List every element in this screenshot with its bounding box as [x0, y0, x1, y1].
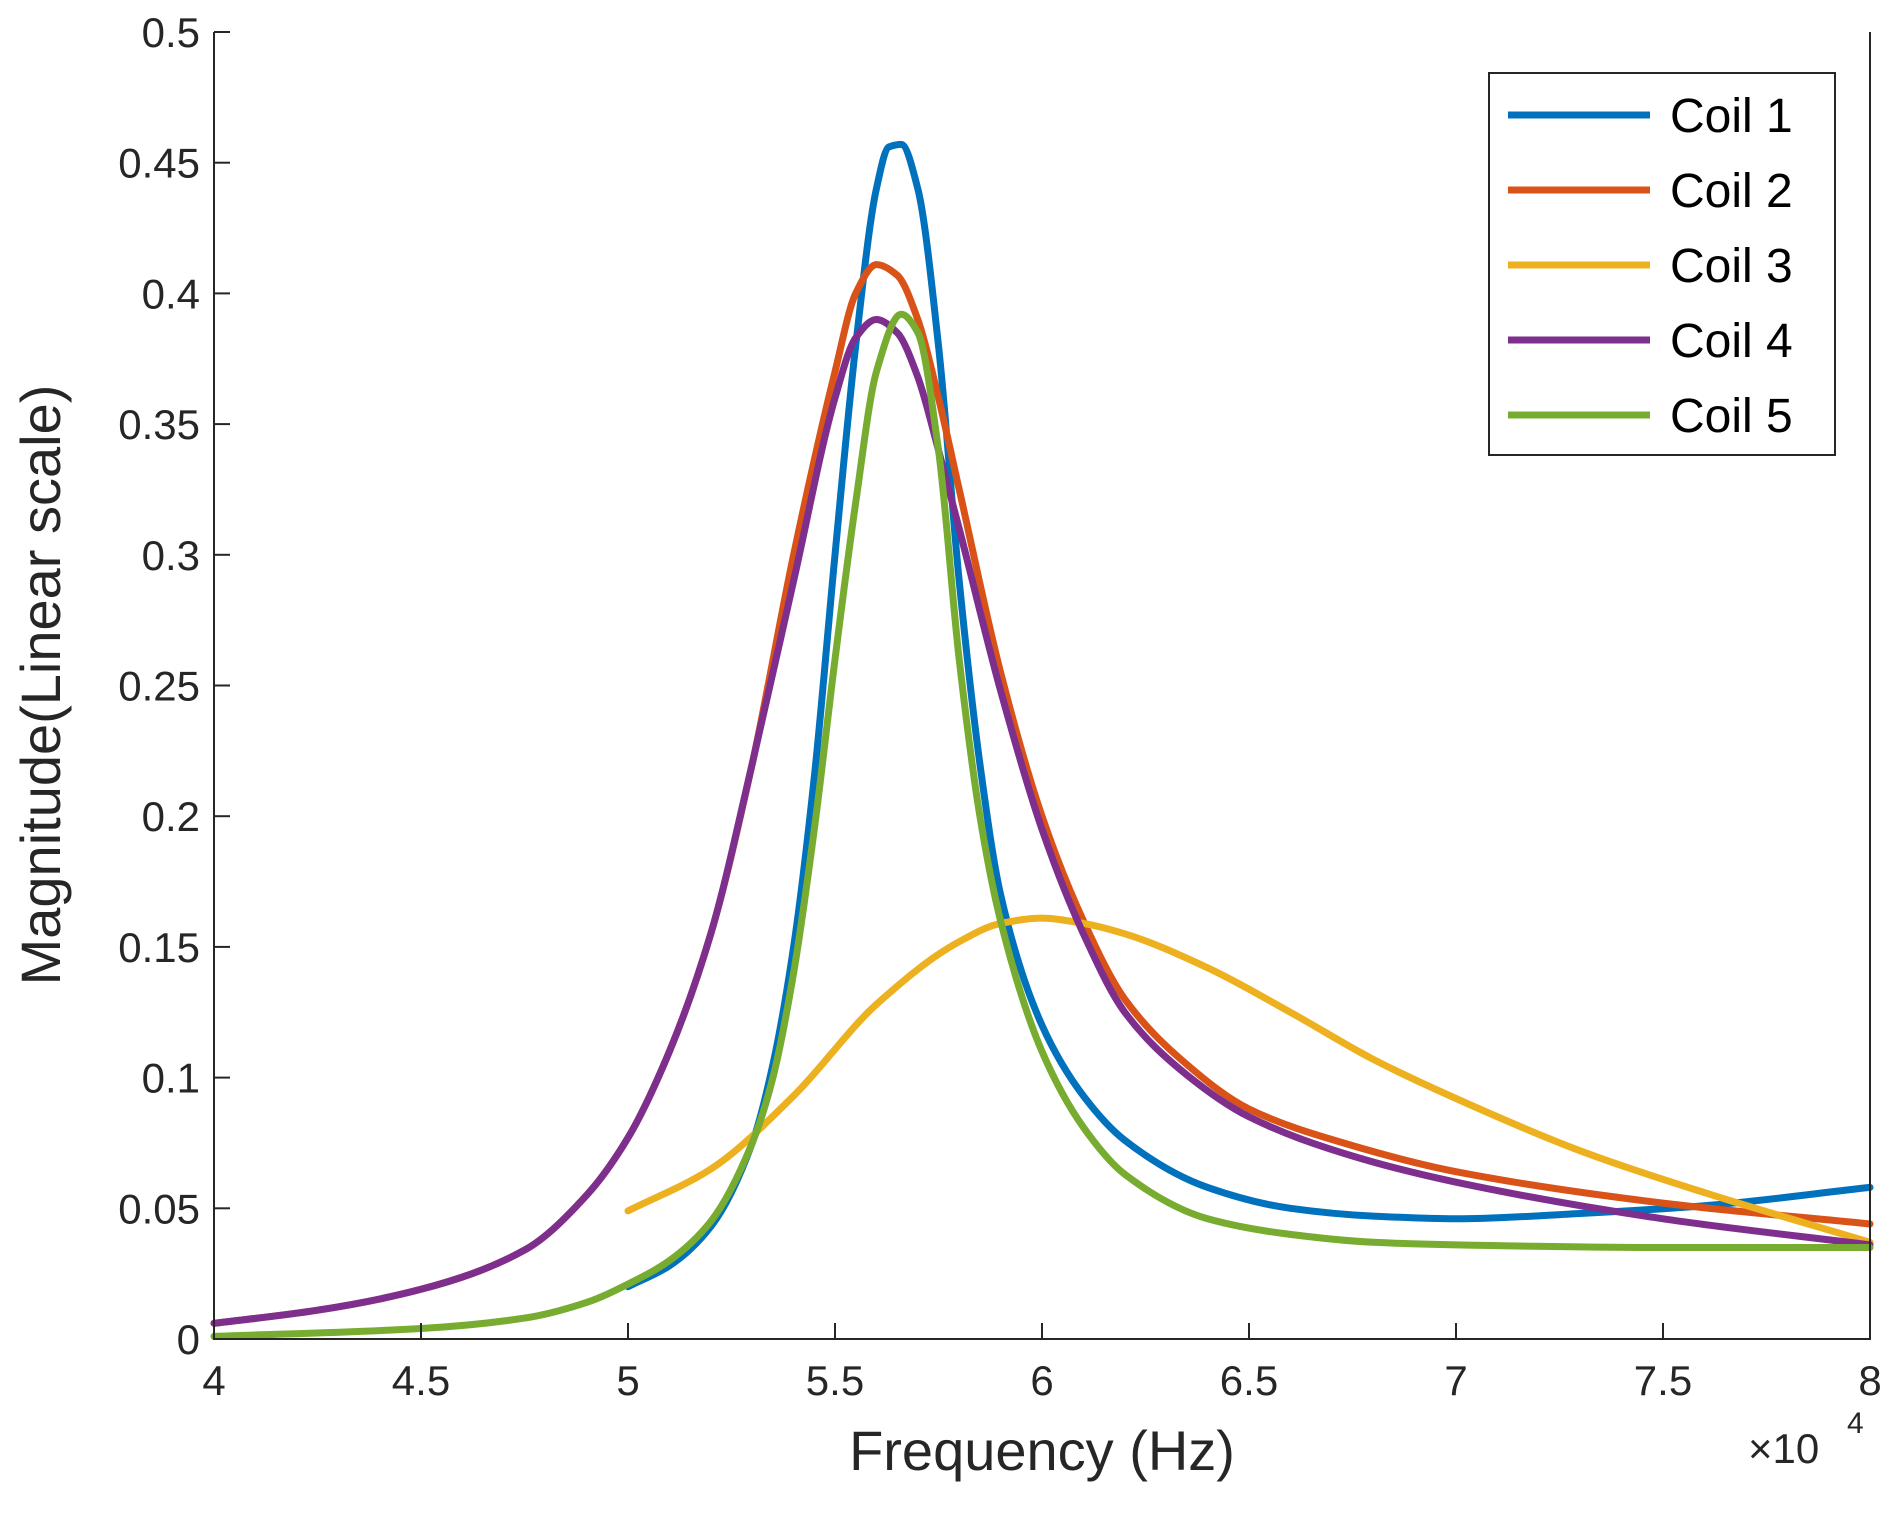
- x-tick-label: 7.5: [1634, 1357, 1692, 1404]
- series-line-coil-1: [624, 140, 1874, 1291]
- x-tick-label: 5: [616, 1357, 639, 1404]
- series-line-coil-4: [210, 316, 1874, 1327]
- y-tick-label: 0.4: [142, 270, 200, 317]
- ticklabel-layer: 4 4.5 5 5.5 6 6.5 7 7.5 8 0 0.05 0.1 0.15 0.2 0.25 0.3 0…: [118, 9, 1881, 1404]
- legend: Coil 1 Coil 2 Coil 3 Coil 4 Coil 5: [1488, 72, 1836, 456]
- y-tick-label: 0.45: [118, 140, 200, 187]
- x-multiplier-exponent: 4: [1847, 1407, 1864, 1440]
- axes-layer: [213, 31, 1871, 1340]
- y-tick-label: 0: [177, 1316, 200, 1363]
- legend-label-coil-4: Coil 4: [1670, 315, 1793, 368]
- legend-label-coil-1: Coil 1: [1670, 90, 1793, 143]
- x-multiplier-base: ×10: [1748, 1425, 1819, 1472]
- legend-label-coil-5: Coil 5: [1670, 390, 1793, 443]
- y-tick-label: 0.1: [142, 1055, 200, 1102]
- y-axis-label: Magnitude(Linear scale): [9, 385, 72, 986]
- y-tick-label: 0.2: [142, 793, 200, 840]
- x-multiplier: ×10 4: [1748, 1407, 1864, 1472]
- x-tick-label: 4: [202, 1357, 225, 1404]
- series-layer: [210, 140, 1874, 1340]
- y-tick-label: 0.15: [118, 924, 200, 971]
- x-axis-label: Frequency (Hz): [849, 1419, 1235, 1482]
- y-tick-label: 0.35: [118, 401, 200, 448]
- x-tick-label: 4.5: [392, 1357, 450, 1404]
- y-tick-label: 0.25: [118, 663, 200, 710]
- series-line-coil-3: [624, 914, 1874, 1246]
- y-tick-label: 0.3: [142, 532, 200, 579]
- x-tick-label: 5.5: [806, 1357, 864, 1404]
- y-tick-label: 0.5: [142, 9, 200, 56]
- x-tick-label: 8: [1858, 1357, 1881, 1404]
- legend-label-coil-2: Coil 2: [1670, 165, 1793, 218]
- y-tick-label: 0.05: [118, 1185, 200, 1232]
- x-tick-label: 7: [1444, 1357, 1467, 1404]
- series-line-coil-5: [210, 310, 1874, 1340]
- legend-label-coil-3: Coil 3: [1670, 240, 1793, 293]
- x-tick-label: 6.5: [1220, 1357, 1278, 1404]
- x-tick-label: 6: [1030, 1357, 1053, 1404]
